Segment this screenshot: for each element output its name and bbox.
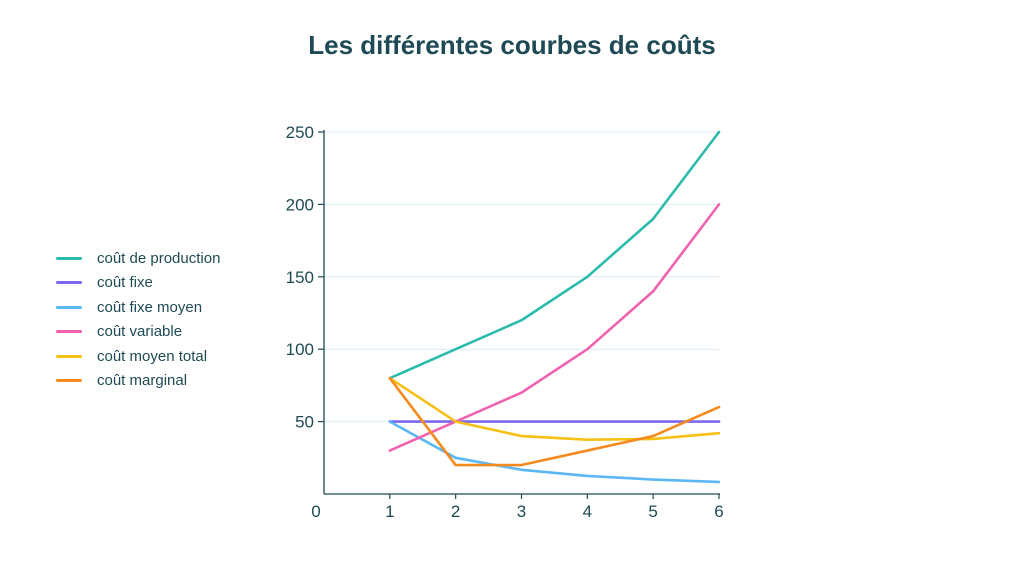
y-tick-label: 150 <box>286 268 314 287</box>
legend-label: coût fixe moyen <box>97 298 203 316</box>
legend-label: coût de production <box>97 249 221 267</box>
legend-label: coût moyen total <box>97 347 208 365</box>
legend-label: coût variable <box>97 323 183 341</box>
chart-legend: coût de production coût fixe coût fixe moy… <box>56 246 220 393</box>
legend-item: coût de production <box>56 246 220 271</box>
y-tick-label: 100 <box>286 340 314 359</box>
x-tick-label: 0 <box>311 502 320 521</box>
legend-label: coût fixe <box>97 274 153 292</box>
x-tick-label: 4 <box>583 502 592 521</box>
legend-item: coût variable <box>56 320 220 345</box>
series-line-3 <box>388 203 721 452</box>
legend-item: coût marginal <box>56 369 220 394</box>
series-line-2 <box>388 420 721 484</box>
y-tick-label: 50 <box>295 413 314 432</box>
legend-item: coût fixe moyen <box>56 295 220 320</box>
legend-swatch <box>56 281 82 285</box>
chart-title: Les différentes courbes de coûts <box>308 30 716 60</box>
series-line-0 <box>388 130 721 380</box>
legend-swatch <box>56 379 82 383</box>
legend-label: coût marginal <box>97 372 188 390</box>
x-tick-label: 5 <box>648 502 657 521</box>
series-line-5 <box>388 376 721 467</box>
legend-swatch <box>56 305 82 309</box>
legend-swatch <box>56 330 82 334</box>
x-tick-label: 1 <box>385 502 394 521</box>
legend-swatch <box>56 354 82 358</box>
y-tick-label: 250 <box>286 123 314 142</box>
y-tick-label: 200 <box>286 195 314 214</box>
x-tick-label: 3 <box>517 502 526 521</box>
legend-swatch <box>56 256 82 260</box>
legend-item: coût moyen total <box>56 344 220 369</box>
series-line-4 <box>388 376 721 442</box>
x-tick-label: 6 <box>714 502 723 521</box>
legend-item: coût fixe <box>56 271 220 296</box>
x-tick-label: 2 <box>451 502 460 521</box>
